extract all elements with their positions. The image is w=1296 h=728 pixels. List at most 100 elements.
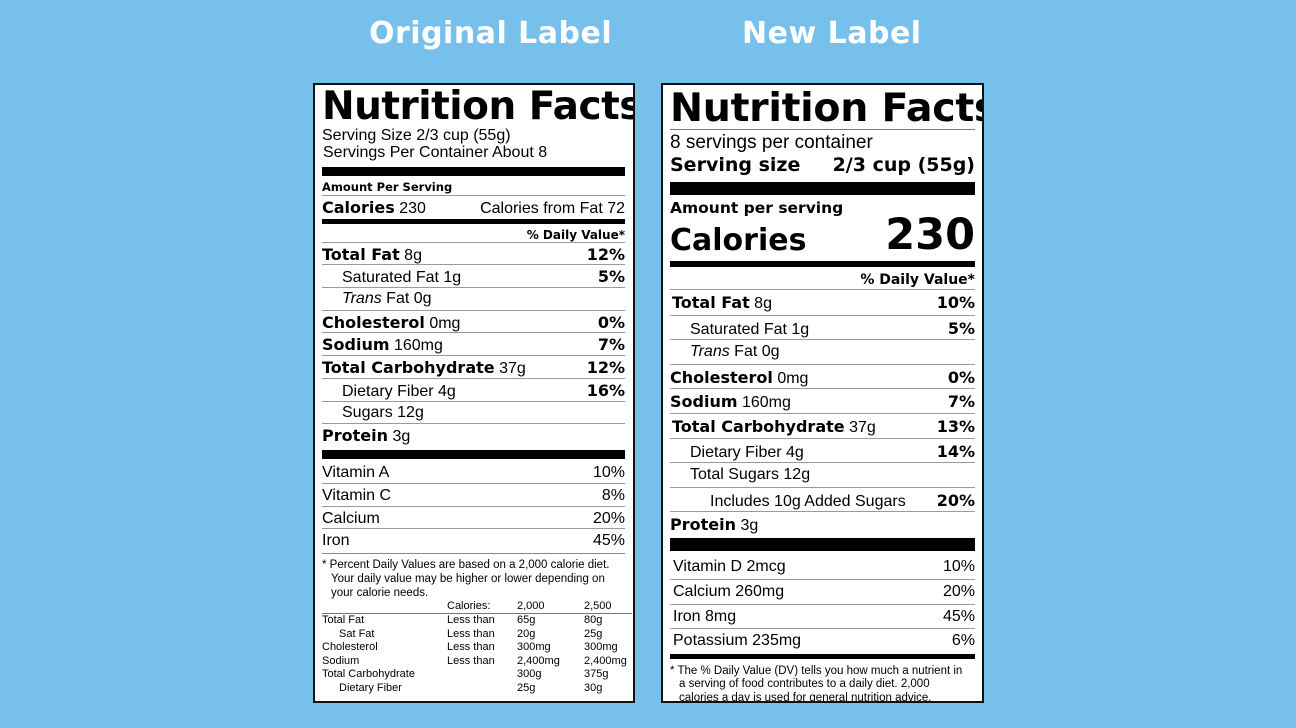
calories-from-fat: Calories from Fat 72 <box>480 200 625 217</box>
ref-cell: 2,500 <box>584 599 632 615</box>
reference-row: Total Carbohydrate 300g 375g <box>322 668 632 682</box>
nutrient-name: Sodium <box>322 335 390 355</box>
footnote-text: * Percent Daily Values are based on a 2,… <box>322 558 610 599</box>
nutrient-name: Sugars <box>342 403 393 421</box>
nutrient-row: Total Fat 8g 12% <box>322 241 625 265</box>
nutrient-name: Includes 10g Added Sugars <box>710 492 906 510</box>
nutrient-row: Total Carbohydrate 37g 13% <box>670 412 975 438</box>
nutrient-dv: 16% <box>586 380 625 400</box>
nutrient-amount: 0mg <box>429 314 461 332</box>
ref-cell: Cholesterol <box>322 641 378 654</box>
thick-divider <box>322 167 625 176</box>
nutrient-row: Protein 3g <box>322 423 625 446</box>
reference-row: Dietary Fiber 25g 30g <box>322 682 632 696</box>
medium-divider <box>322 218 625 224</box>
amount-per-serving: Amount Per Serving <box>322 180 453 194</box>
nutrient-row: Total Fat 8g 10% <box>670 290 975 315</box>
serving-size-value: 2/3 cup (55g) <box>832 154 975 176</box>
nutrient-row: Total Sugars 12g <box>670 462 975 487</box>
vitamin-name: Iron 8mg <box>673 607 737 625</box>
nutrient-amount: 4g <box>438 382 456 400</box>
serving-size-label: Serving size <box>670 154 801 176</box>
nutrient-dv: 7% <box>947 392 975 412</box>
nutrient-name: Protein <box>670 515 736 535</box>
ref-cell: Sodium <box>322 654 360 667</box>
vitamin-name: Iron <box>322 532 350 550</box>
nutrient-dv: 10% <box>936 293 975 312</box>
ref-cell: 25g <box>517 681 536 694</box>
new-nutrition-label: Nutrition Facts 8 servings per container… <box>661 83 984 703</box>
vitamin-name: Calcium 260mg <box>673 583 785 601</box>
vitamin-row: Iron 8mg 45% <box>670 603 975 629</box>
label-title: Nutrition Facts <box>322 84 635 129</box>
nutrient-row: Total Carbohydrate 37g 12% <box>322 355 625 378</box>
nutrient-name: Dietary Fiber <box>690 443 782 461</box>
nutrient-row: Protein 3g <box>670 511 975 536</box>
servings-per-container: 8 servings per container <box>670 132 873 153</box>
ref-cell: 2,400mg <box>584 654 627 667</box>
nutrient-dv: 14% <box>936 441 975 461</box>
nutrient-amount: Fat 0g <box>386 290 432 308</box>
ref-cell <box>447 668 517 682</box>
footnote: * Percent Daily Values are based on a 2,… <box>322 552 632 696</box>
nutrient-dv: 20% <box>936 490 975 510</box>
nutrient-row: Saturated Fat 1g 5% <box>670 314 975 340</box>
nutrient-row: Sodium 160mg 7% <box>322 332 625 355</box>
vitamin-row: Calcium 260mg 20% <box>670 579 975 604</box>
reference-table: Calories: 2,000 2,500 Total Fat Less than… <box>322 599 632 696</box>
vitamin-row: Vitamin A 10% <box>322 461 625 484</box>
original-nutrition-label: Nutrition Facts Serving Size 2/3 cup (55… <box>313 83 635 703</box>
ref-cell: Sat Fat <box>339 627 375 640</box>
ref-cell: 300mg <box>517 641 551 654</box>
daily-value-header: % Daily Value* <box>670 267 975 290</box>
nutrient-row: Includes 10g Added Sugars 20% <box>670 486 975 512</box>
ref-cell: 375g <box>584 668 609 681</box>
serving-size-row: Serving size 2/3 cup (55g) <box>670 154 975 176</box>
nutrient-row: Dietary Fiber 4g 14% <box>670 437 975 463</box>
nutrient-amount: 12g <box>397 403 424 421</box>
nutrient-amount: 1g <box>791 320 810 338</box>
amount-per-serving: Amount per serving <box>670 199 844 217</box>
ref-cell: 65g <box>517 614 536 627</box>
vitamin-dv: 10% <box>592 463 625 481</box>
calories-row: Calories 230 Calories from Fat 72 <box>322 195 625 218</box>
nutrient-amount: 160mg <box>741 394 791 412</box>
nutrient-amount: 8g <box>404 246 422 264</box>
nutrient-amount: 0mg <box>777 369 809 387</box>
original-label-heading: Original Label <box>369 16 613 51</box>
vitamin-row: Iron 45% <box>322 528 625 551</box>
ref-cell: 300mg <box>584 641 618 654</box>
vitamin-name: Vitamin D 2mcg <box>673 557 786 575</box>
ref-cell: 2,400mg <box>517 654 560 667</box>
nutrient-row: Saturated Fat 1g 5% <box>322 264 625 287</box>
nutrient-name: Total Fat <box>672 293 750 312</box>
vitamin-row: Potassium 235mg 6% <box>670 628 975 653</box>
ref-cell: 2,000 <box>517 599 584 615</box>
servings-per-container: Servings Per Container About 8 <box>323 144 548 161</box>
thick-divider <box>322 449 625 459</box>
nutrient-dv: 13% <box>936 416 975 436</box>
vitamin-name: Potassium 235mg <box>673 632 802 650</box>
nutrient-row: Dietary Fiber 4g 16% <box>322 377 625 401</box>
nutrient-amount: 160mg <box>393 337 443 355</box>
nutrient-dv: 0% <box>947 367 975 387</box>
label-title: Nutrition Facts <box>670 85 984 131</box>
calories-value: 230 <box>399 200 426 217</box>
calories-value: 230 <box>885 210 975 260</box>
vitamin-dv: 6% <box>951 632 975 650</box>
ref-cell: 300g <box>517 668 542 681</box>
nutrient-amount: 1g <box>443 269 462 287</box>
vitamin-name: Vitamin A <box>322 463 390 481</box>
nutrient-amount: 4g <box>786 443 804 461</box>
nutrient-name: Saturated Fat <box>342 269 439 287</box>
ref-cell: 30g <box>584 681 603 694</box>
calories-label: Calories <box>670 223 807 258</box>
vitamin-dv: 20% <box>942 583 975 601</box>
nutrient-name: Sodium <box>670 392 738 412</box>
ref-cell: Less than <box>447 654 495 667</box>
daily-value-header: % Daily Value* <box>526 227 625 242</box>
nutrient-name: Protein <box>322 426 388 446</box>
nutrient-amount: 8g <box>754 295 772 312</box>
calories-row: Calories 230 <box>670 213 975 258</box>
medium-divider <box>670 261 975 267</box>
